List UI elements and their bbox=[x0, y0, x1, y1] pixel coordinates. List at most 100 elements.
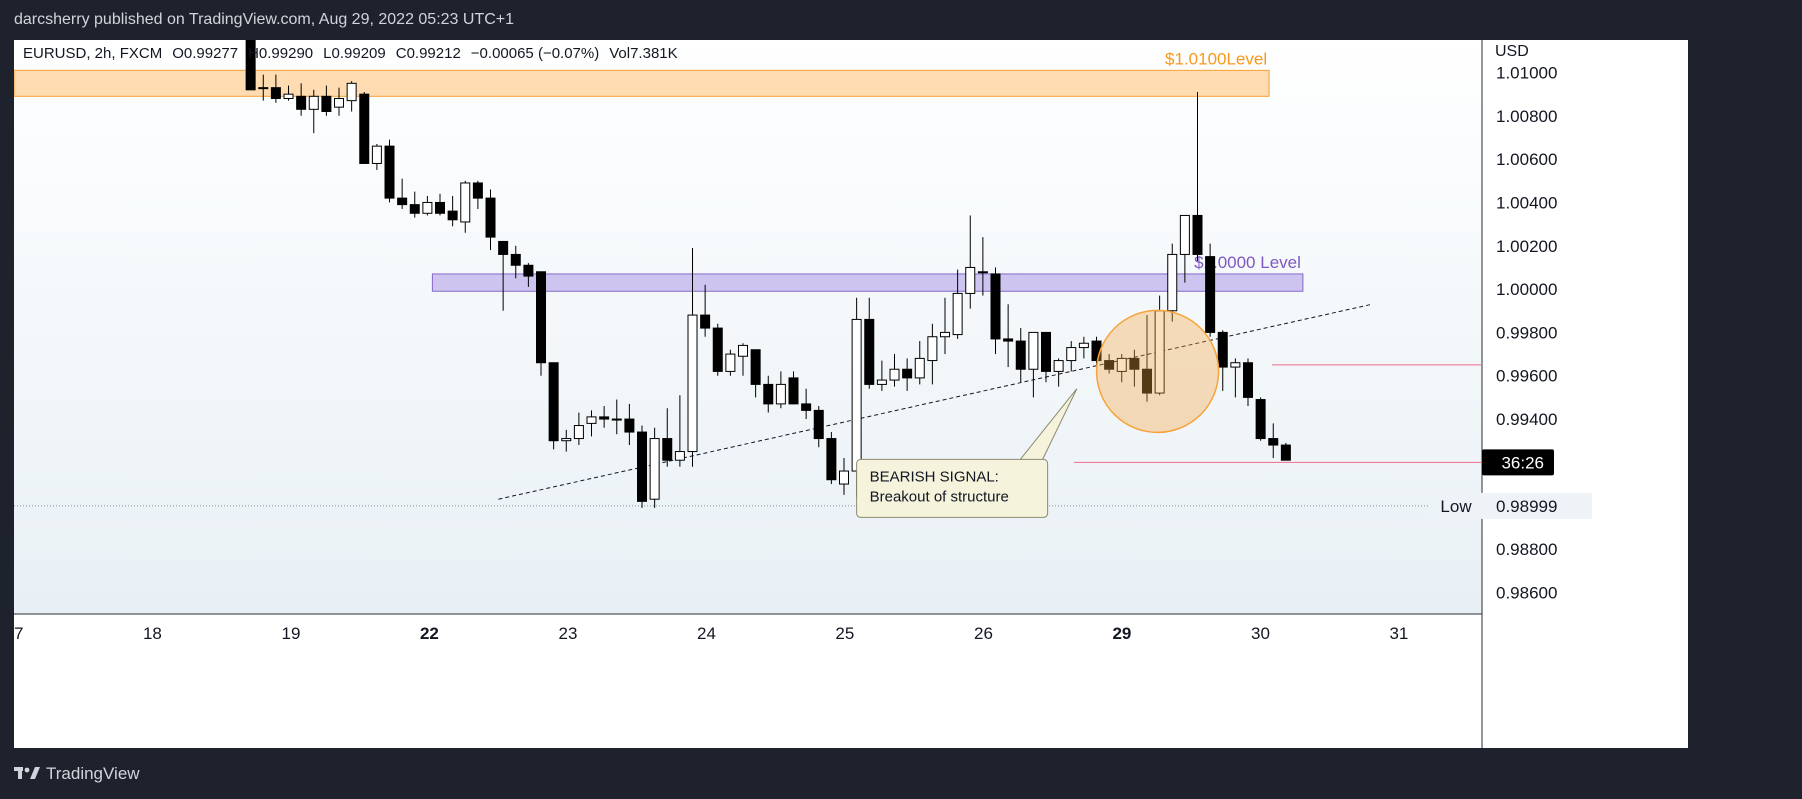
candle bbox=[409, 204, 420, 214]
candle bbox=[611, 418, 622, 421]
price-tick-label: 1.00400 bbox=[1496, 193, 1557, 212]
candle bbox=[283, 93, 294, 99]
candle bbox=[624, 418, 635, 433]
top-bar: darcsherry published on TradingView.com,… bbox=[0, 0, 1802, 40]
countdown-label: 36:26 bbox=[1501, 453, 1544, 472]
candle bbox=[1041, 331, 1052, 372]
tradingview-brand: TradingView bbox=[46, 764, 140, 783]
candle bbox=[662, 438, 673, 461]
candle bbox=[498, 240, 509, 255]
candle bbox=[485, 197, 496, 238]
candle bbox=[700, 314, 711, 329]
candle bbox=[270, 87, 281, 99]
price-tick-label: 0.99800 bbox=[1496, 323, 1557, 342]
candle bbox=[1167, 253, 1178, 312]
level-label: $1.0000 Level bbox=[1194, 253, 1301, 272]
candle bbox=[674, 451, 685, 461]
candle bbox=[1116, 357, 1127, 372]
candle bbox=[573, 425, 584, 440]
candle bbox=[637, 431, 648, 502]
candle bbox=[510, 253, 521, 266]
candle bbox=[927, 336, 938, 362]
candle bbox=[1217, 331, 1228, 368]
highlight-circle[interactable] bbox=[1095, 309, 1220, 434]
price-tick-label: 0.98600 bbox=[1496, 583, 1557, 602]
price-tick-label: 1.00000 bbox=[1496, 280, 1557, 299]
candle bbox=[1268, 438, 1279, 446]
candle bbox=[346, 82, 357, 102]
candle bbox=[1066, 347, 1077, 362]
ohlc-field: C0.99212 bbox=[396, 45, 461, 62]
low-price-tag bbox=[1482, 492, 1592, 519]
callout-subtitle: Breakout of structure bbox=[870, 488, 1009, 505]
candle bbox=[422, 201, 433, 214]
candle bbox=[977, 271, 988, 274]
price-tick-label: 0.99400 bbox=[1496, 410, 1557, 429]
candle bbox=[750, 349, 761, 385]
candle bbox=[321, 95, 332, 112]
candle bbox=[649, 438, 660, 500]
time-tick-label: 29 bbox=[1112, 624, 1131, 643]
candle bbox=[813, 409, 824, 440]
candle bbox=[1028, 331, 1039, 370]
candle bbox=[965, 266, 976, 294]
time-tick-label: 31 bbox=[1389, 624, 1408, 643]
candle bbox=[801, 403, 812, 411]
publisher-info: darcsherry published on TradingView.com,… bbox=[14, 11, 515, 28]
candle bbox=[839, 470, 850, 485]
ohlc-field: EURUSD, 2h, FXCM bbox=[23, 45, 162, 62]
candle bbox=[308, 95, 319, 110]
candle bbox=[952, 292, 963, 336]
candle bbox=[447, 210, 458, 221]
candle bbox=[536, 271, 547, 364]
candle bbox=[738, 344, 749, 357]
candle bbox=[725, 353, 736, 372]
ohlc-field: −0.00065 (−0.07%) bbox=[471, 45, 599, 62]
level-band[interactable] bbox=[431, 273, 1304, 292]
tradingview-logo[interactable]: TradingView bbox=[14, 764, 140, 784]
candle bbox=[1142, 368, 1153, 394]
candle bbox=[586, 416, 597, 424]
candle bbox=[902, 368, 913, 379]
low-tag bbox=[1429, 492, 1482, 519]
time-axis-background bbox=[14, 614, 1482, 748]
candle bbox=[990, 273, 1001, 340]
candle bbox=[523, 264, 534, 277]
price-tick-label: 1.01000 bbox=[1496, 63, 1557, 82]
time-tick-label: 22 bbox=[420, 624, 439, 643]
candle bbox=[460, 182, 471, 223]
candle bbox=[599, 416, 610, 420]
candle bbox=[1192, 214, 1203, 255]
low-price-label: 0.98999 bbox=[1496, 497, 1557, 516]
candle bbox=[1179, 214, 1190, 255]
candle bbox=[334, 97, 345, 108]
candle bbox=[1003, 338, 1014, 342]
candle bbox=[1280, 444, 1291, 461]
level-label: $1.0100Level bbox=[1165, 49, 1267, 68]
candle bbox=[1104, 360, 1115, 370]
candle bbox=[1255, 399, 1266, 440]
candle bbox=[1230, 362, 1241, 368]
price-tick-label: 1.00800 bbox=[1496, 107, 1557, 126]
candle bbox=[296, 95, 307, 110]
candle bbox=[1078, 342, 1089, 349]
candle bbox=[788, 377, 799, 405]
candle bbox=[1129, 357, 1140, 370]
time-tick-label: 30 bbox=[1251, 624, 1270, 643]
chart-frame[interactable]: 0.98600 0.98800 0.99400 0.99600 0.99800 1.000… bbox=[14, 40, 1688, 748]
price-tick-label: 1.00600 bbox=[1496, 150, 1557, 169]
candle bbox=[775, 383, 786, 405]
candle bbox=[371, 145, 382, 164]
candle bbox=[1091, 340, 1102, 362]
candle bbox=[384, 145, 395, 199]
level-band[interactable] bbox=[14, 69, 1270, 97]
plot-background bbox=[14, 40, 1482, 614]
footer-bar: TradingView bbox=[0, 748, 1802, 799]
ohlc-field: O0.99277 bbox=[172, 45, 238, 62]
time-tick-label: 17 bbox=[14, 624, 23, 643]
candlestick-chart[interactable]: 0.98600 0.98800 0.99400 0.99600 0.99800 1.000… bbox=[14, 40, 1688, 748]
callout-box[interactable] bbox=[856, 458, 1049, 518]
time-tick-label: 26 bbox=[974, 624, 993, 643]
ohlc-field: L0.99209 bbox=[323, 45, 386, 62]
candle bbox=[1205, 256, 1216, 333]
